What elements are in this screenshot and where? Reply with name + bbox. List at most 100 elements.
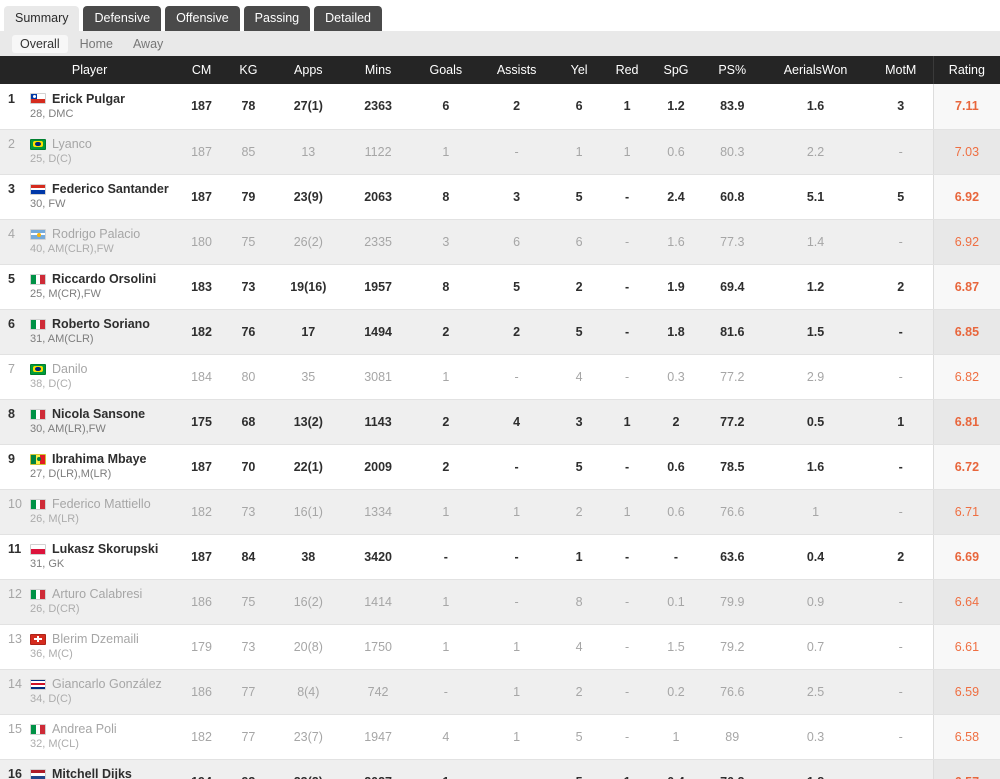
cell-assists: 3 xyxy=(479,174,555,220)
player-name[interactable]: Giancarlo González xyxy=(52,677,162,691)
cell-goals: 1 xyxy=(412,759,480,779)
subtab-home[interactable]: Home xyxy=(79,36,113,51)
main-tab-bar: Summary Defensive Offensive Passing Detailed xyxy=(0,0,1000,31)
player-cell: 3 Federico Santander 30, FW xyxy=(0,174,180,220)
tab-defensive[interactable]: Defensive xyxy=(83,6,162,31)
tab-summary[interactable]: Summary xyxy=(4,6,80,31)
column-header-rating[interactable]: Rating xyxy=(932,56,1000,84)
table-row[interactable]: 11 Lukasz Skorupski 31, GK 187 84 38 3420- -1- -… xyxy=(0,534,1000,580)
cell-apps: 13(2) xyxy=(272,399,344,445)
player-name[interactable]: Andrea Poli xyxy=(52,722,117,736)
cell-red-cards: - xyxy=(604,624,650,670)
table-row[interactable]: 15 Andrea Poli 32, M(CL) 182 77 23(7) 1947 4 1 5-… xyxy=(0,714,1000,760)
cell-pass-success: 63.6 xyxy=(702,534,763,580)
cell-man-of-the-match: 2 xyxy=(868,264,934,310)
player-name[interactable]: Nicola Sansone xyxy=(52,407,146,421)
table-row[interactable]: 7 Danilo 38, D(C) 184 80 35 3081 1-4-0.3 77.2 2.9… xyxy=(0,354,1000,400)
table-row[interactable]: 5 Riccardo Orsolini 25, M(CR),FW 183 73 19(16… xyxy=(0,264,1000,310)
column-header-motm[interactable]: MotM xyxy=(868,56,934,84)
cell-aerials-won: 1.6 xyxy=(762,84,869,130)
player-name[interactable]: Rodrigo Palacio xyxy=(52,227,141,241)
cell-goals: 1 xyxy=(412,354,480,400)
tab-offensive[interactable]: Offensive xyxy=(165,6,240,31)
player-name[interactable]: Federico Mattiello xyxy=(52,497,151,511)
player-name[interactable]: Roberto Soriano xyxy=(52,317,150,331)
table-row[interactable]: 1 Erick Pulgar 28, DMC 187 78 27(1) 2363 6 2 6 1 1.… xyxy=(0,84,1000,130)
player-age-position: 40, AM(CLR),FW xyxy=(30,243,114,255)
player-name[interactable]: Arturo Calabresi xyxy=(52,587,143,601)
table-row[interactable]: 2 Lyanco 25, D(C) 187 85 13 1122 1-1 1 0.6 80.3 2.2… xyxy=(0,129,1000,175)
cell-kg: 73 xyxy=(223,264,273,310)
cell-apps: 8(4) xyxy=(272,669,344,715)
column-header-spg[interactable]: SpG xyxy=(649,56,703,84)
cell-pass-success: 76.6 xyxy=(702,489,763,535)
cell-mins: 2027 xyxy=(343,759,413,779)
column-header-mins[interactable]: Mins xyxy=(343,56,413,84)
player-name[interactable]: Lyanco xyxy=(52,137,92,151)
cell-yellow-cards: 1 xyxy=(554,129,605,175)
column-header-kg[interactable]: KG xyxy=(223,56,273,84)
cell-apps: 23(9) xyxy=(272,174,344,220)
cell-rating: 6.61 xyxy=(932,624,1000,670)
cell-goals: 8 xyxy=(412,264,480,310)
cell-yellow-cards: 8 xyxy=(554,579,605,625)
column-header-assists[interactable]: Assists xyxy=(479,56,555,84)
player-rank: 9 xyxy=(8,452,15,466)
player-name[interactable]: Blerim Dzemaili xyxy=(52,632,139,646)
table-body: 1 Erick Pulgar 28, DMC 187 78 27(1) 2363 6 2 6 1 1.… xyxy=(0,84,1000,779)
player-rank: 15 xyxy=(8,722,22,736)
player-name[interactable]: Ibrahima Mbaye xyxy=(52,452,147,466)
table-row[interactable]: 13 Blerim Dzemaili 36, M(C) 179 73 20(8) 1750 1… xyxy=(0,624,1000,670)
cell-assists: - xyxy=(479,444,555,490)
column-header-goals[interactable]: Goals xyxy=(412,56,480,84)
cell-assists: 1 xyxy=(479,714,555,760)
cell-yellow-cards: 5 xyxy=(554,759,605,779)
column-header-ps-[interactable]: PS% xyxy=(702,56,763,84)
cell-aerials-won: 2.9 xyxy=(762,354,869,400)
player-name[interactable]: Erick Pulgar xyxy=(52,91,125,106)
tab-passing[interactable]: Passing xyxy=(243,6,311,31)
table-row[interactable]: 3 Federico Santander 30, FW 187 79 23(9) 2063 8… xyxy=(0,174,1000,220)
cell-man-of-the-match: 3 xyxy=(868,84,934,130)
cell-man-of-the-match: 1 xyxy=(868,399,934,445)
table-row[interactable]: 6 Roberto Soriano 31, AM(CLR) 182 76 17 1494 2 2… xyxy=(0,309,1000,355)
player-name[interactable]: Riccardo Orsolini xyxy=(52,272,157,286)
table-row[interactable]: 12 Arturo Calabresi 26, D(CR) 186 75 16(2) 141… xyxy=(0,579,1000,625)
player-name[interactable]: Federico Santander xyxy=(52,182,169,196)
column-header-apps[interactable]: Apps xyxy=(272,56,344,84)
cell-assists: - xyxy=(479,534,555,580)
table-row[interactable]: 10 Federico Mattiello 26, M(LR) 182 73 16(1) 1… xyxy=(0,489,1000,535)
player-name[interactable]: Danilo xyxy=(52,362,88,376)
cell-apps: 20(8) xyxy=(272,624,344,670)
cell-shots-per-game: 2.4 xyxy=(649,174,703,220)
column-header-aerialswon[interactable]: AerialsWon xyxy=(762,56,869,84)
player-age-position: 34, D(C) xyxy=(30,693,72,705)
cell-pass-success: 79.9 xyxy=(702,579,763,625)
flag-senegal-icon xyxy=(30,453,46,465)
table-row[interactable]: 8 Nicola Sansone 30, AM(LR),FW 175 68 13(2) 11… xyxy=(0,399,1000,445)
player-age-position: 27, D(LR),M(LR) xyxy=(30,468,112,480)
column-header-red[interactable]: Red xyxy=(604,56,650,84)
subtab-away[interactable]: Away xyxy=(132,36,164,51)
cell-pass-success: 77.2 xyxy=(702,354,763,400)
cell-yellow-cards: 1 xyxy=(554,534,605,580)
column-header-cm[interactable]: CM xyxy=(179,56,224,84)
player-name[interactable]: Mitchell Dijks xyxy=(52,767,132,779)
cell-aerials-won: 5.1 xyxy=(762,174,869,220)
cell-cm: 182 xyxy=(179,714,224,760)
cell-pass-success: 69.4 xyxy=(702,264,763,310)
tab-detailed[interactable]: Detailed xyxy=(314,6,383,31)
cell-shots-per-game: 0.4 xyxy=(649,759,703,779)
table-row[interactable]: 4 Rodrigo Palacio 40, AM(CLR),FW 180 75 26(2)… xyxy=(0,219,1000,265)
column-header-player[interactable]: Player xyxy=(0,56,180,84)
column-header-yel[interactable]: Yel xyxy=(554,56,605,84)
table-row[interactable]: 14 Giancarlo González 34, D(C) 186 77 8(4) 742… xyxy=(0,669,1000,715)
cell-red-cards: 1 xyxy=(604,399,650,445)
table-row[interactable]: 9 Ibrahima Mbaye 27, D(LR),M(LR) 187 70 22(1)… xyxy=(0,444,1000,490)
cell-red-cards: - xyxy=(604,174,650,220)
player-name[interactable]: Lukasz Skorupski xyxy=(52,542,159,556)
cell-mins: 2063 xyxy=(343,174,413,220)
subtab-overall[interactable]: Overall xyxy=(12,34,68,53)
cell-cm: 182 xyxy=(179,309,224,355)
